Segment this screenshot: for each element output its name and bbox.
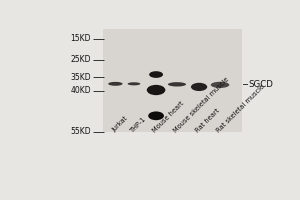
- Text: 35KD: 35KD: [70, 73, 91, 82]
- Text: Jurkat: Jurkat: [111, 115, 129, 133]
- Ellipse shape: [148, 111, 164, 120]
- Ellipse shape: [149, 71, 163, 78]
- Ellipse shape: [191, 83, 207, 91]
- Text: 55KD: 55KD: [70, 127, 91, 136]
- Text: Mouse skeletal muscle: Mouse skeletal muscle: [173, 76, 230, 133]
- Text: Rat skeletal muscle: Rat skeletal muscle: [216, 83, 266, 133]
- Text: SGCD: SGCD: [248, 80, 273, 89]
- Text: Rat heart: Rat heart: [195, 107, 221, 133]
- Ellipse shape: [147, 85, 165, 95]
- Ellipse shape: [211, 82, 229, 88]
- Text: 25KD: 25KD: [70, 55, 91, 64]
- FancyBboxPatch shape: [103, 29, 242, 132]
- Text: THP-1: THP-1: [130, 115, 148, 133]
- Text: 40KD: 40KD: [70, 86, 91, 95]
- Text: Mouse heart: Mouse heart: [152, 100, 185, 133]
- Text: 15KD: 15KD: [70, 34, 91, 43]
- Ellipse shape: [168, 82, 186, 87]
- Ellipse shape: [108, 82, 123, 86]
- Ellipse shape: [128, 82, 140, 85]
